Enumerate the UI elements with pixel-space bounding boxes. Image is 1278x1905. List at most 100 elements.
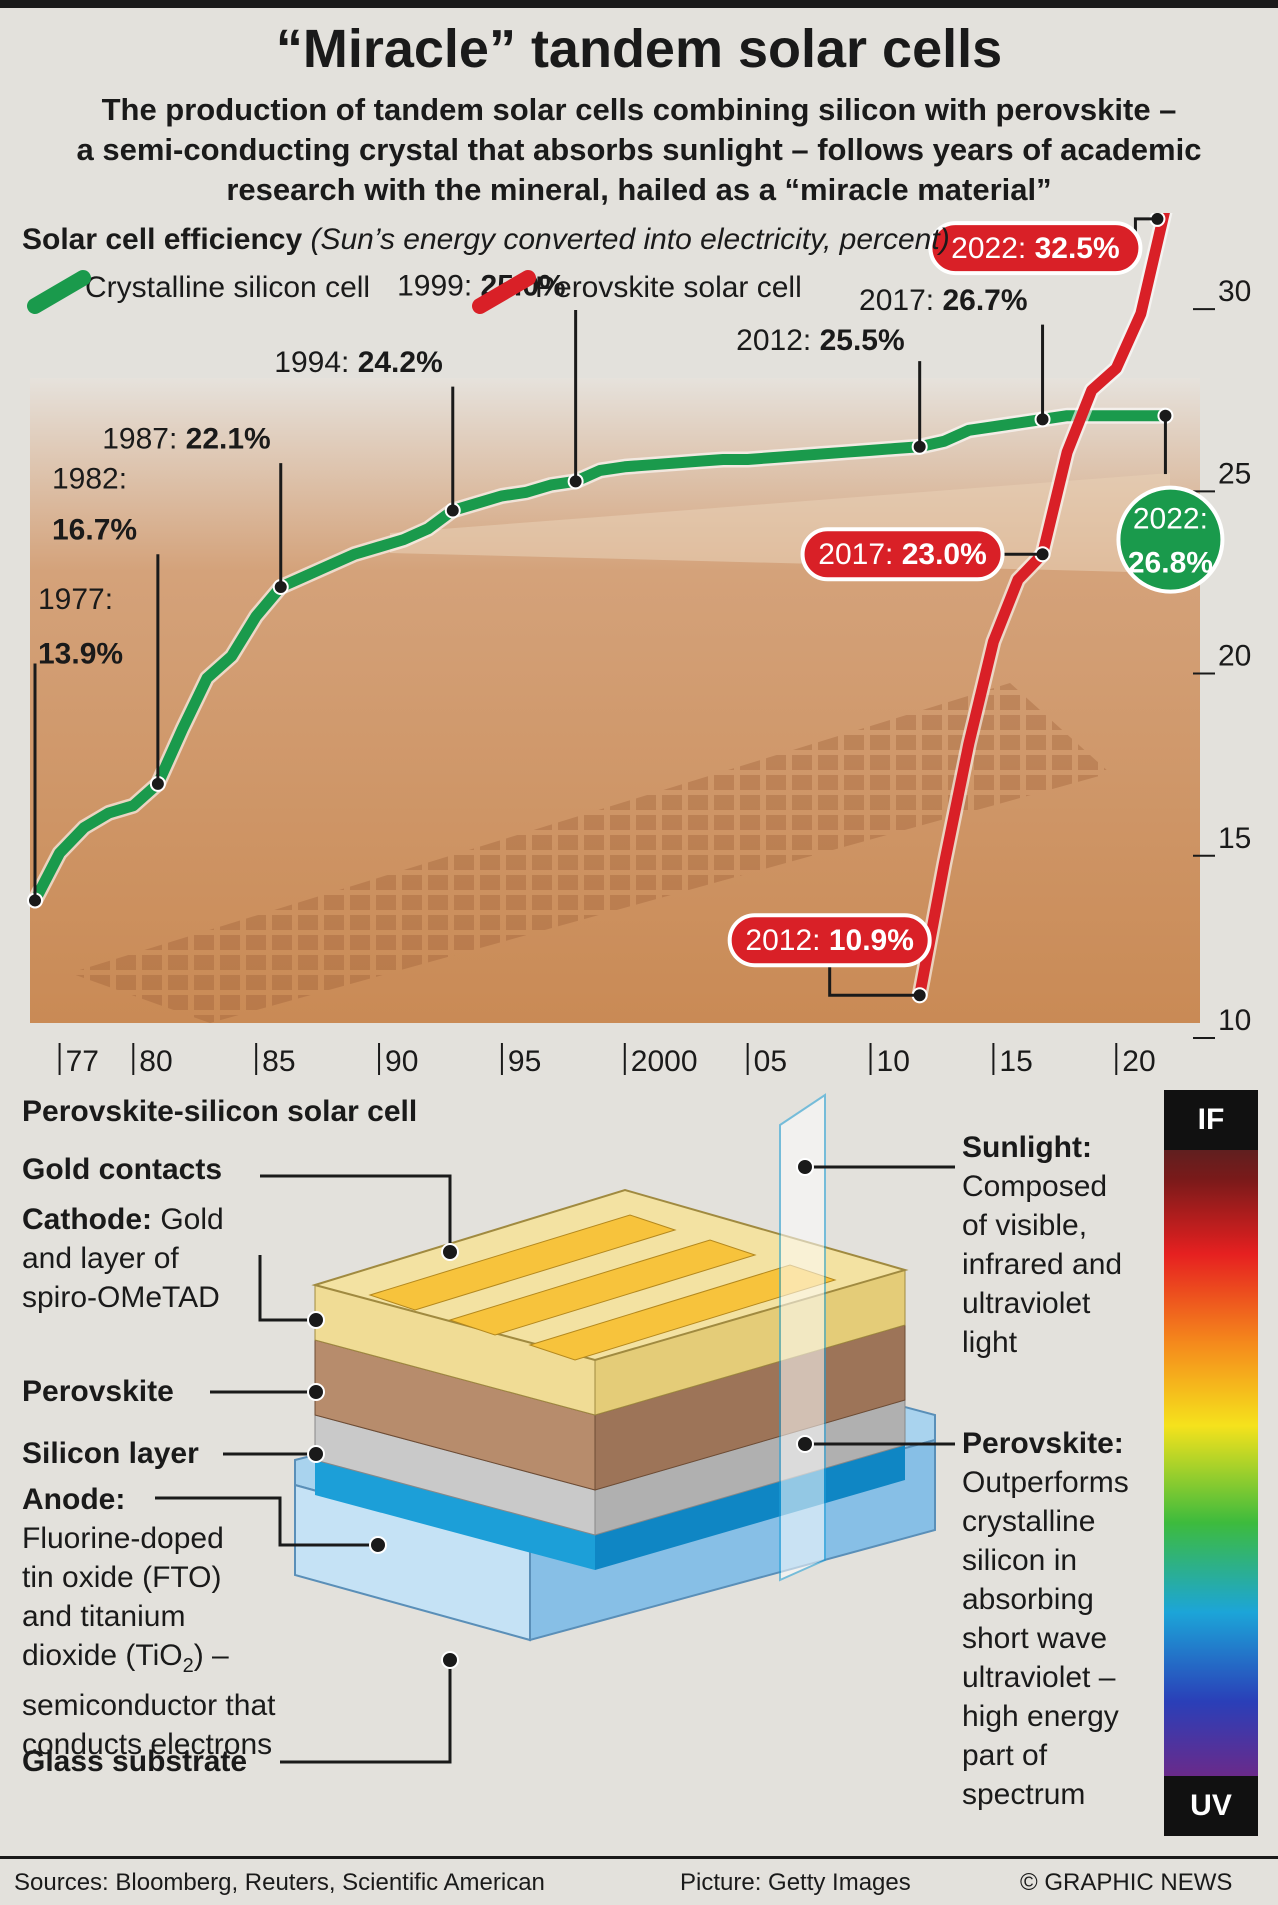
sunlight-line: light [962, 1326, 1018, 1359]
leader-dot [441, 1243, 459, 1261]
anode-line: conducts electrons [22, 1728, 273, 1761]
gold-contact-strip [368, 1214, 677, 1311]
sunlight-line: ultraviolet [962, 1287, 1091, 1320]
efficiency-chart: 77 80 85 90 95 2000 05 10 15 20 10 15 20 25 30 1977: 13… [10, 213, 1268, 1075]
anode-line: ) – [193, 1639, 229, 1672]
chart-title: Solar cell efficiency (Sun’s energy conv… [22, 223, 950, 257]
leader-anode [155, 1496, 378, 1547]
leader-glass [280, 1660, 452, 1764]
leader-gold-contacts [260, 1174, 452, 1252]
x-tick-label: 85 [262, 1045, 295, 1075]
leader-dot [307, 1445, 325, 1463]
x-tick-label: 15 [999, 1045, 1032, 1075]
x-tick-label: 90 [385, 1045, 418, 1075]
x-tick-label: 05 [754, 1045, 787, 1075]
diagram-heading: Perovskite-silicon solar cell [22, 1095, 418, 1128]
label-perovskite: Perovskite [22, 1375, 174, 1408]
annotation-label: 2022: [1133, 503, 1208, 536]
annotation-leader [828, 955, 920, 997]
label-perovskite-note: Perovskite: Outperforms crystalline sili… [962, 1424, 1129, 1814]
annotation-label: 2017: 26.7% [859, 284, 1028, 317]
chart-subtitle: (Sun’s energy converted into electricity… [310, 223, 950, 256]
perovskite-note-title: Perovskite: [962, 1427, 1124, 1460]
subtitle-line: research with the mineral, hailed as a “… [226, 172, 1052, 207]
x-tick-label: 2000 [631, 1045, 698, 1075]
perovskite-note-line: Outperforms [962, 1466, 1129, 1499]
silicon-series-line [29, 410, 1171, 906]
x-tick-label: 80 [139, 1045, 172, 1075]
legend-perovskite: Perovskite solar cell [535, 271, 802, 304]
annotation-pill-2012 [727, 913, 932, 968]
y-tick-label: 25 [1218, 457, 1251, 490]
perovskite-note-line: absorbing [962, 1583, 1094, 1616]
anode-layer-left [315, 1460, 595, 1570]
cathode-line: Gold [160, 1203, 224, 1236]
leader-dot [307, 1311, 325, 1329]
label-glass: Glass substrate [22, 1745, 248, 1778]
subtitle-line: a semi-conducting crystal that absorbs s… [76, 132, 1202, 167]
annotation-value: 13.9% [38, 638, 123, 671]
x-tick-label: 20 [1122, 1045, 1155, 1075]
sunlight-beam [779, 1093, 826, 1582]
anode-line: Fluorine-doped [22, 1522, 224, 1555]
footer: Sources: Bloomberg, Reuters, Scientific … [0, 1856, 1278, 1905]
perovskite-note-line: part of [962, 1739, 1048, 1772]
sunlight-line: infrared and [962, 1248, 1123, 1281]
page-title: “Miracle” tandem solar cells [275, 19, 1003, 79]
leader-cathode [258, 1255, 316, 1322]
footer-sources: Sources: Bloomberg, Reuters, Scientific … [14, 1869, 545, 1896]
sunlight-line: Composed [962, 1170, 1108, 1203]
x-tick-label: 95 [508, 1045, 541, 1075]
chart-title-text: Solar cell efficiency [22, 223, 303, 256]
cell-diagram-section: Perovskite-silicon solar cell [10, 1080, 1268, 1850]
cathode-title: Cathode: [22, 1203, 152, 1236]
anode-layer-right [595, 1445, 905, 1570]
annotation-label: 2017: 23.0% [818, 538, 987, 571]
gold-contact-strip [528, 1264, 837, 1361]
label-anode: Anode: Fluorine-doped tin oxide (FTO) an… [22, 1480, 275, 1764]
leader-dot [307, 1383, 325, 1401]
leader-dot [369, 1536, 387, 1554]
chart-canvas: 77 80 85 90 95 2000 05 10 15 20 10 15 20 25 30 1977: 13… [27, 213, 1251, 1075]
label-sunlight: Sunlight: Composed of visible, infrared … [962, 1128, 1122, 1362]
annotation-pill-2022 [928, 221, 1143, 276]
anode-line: dioxide (TiO [22, 1639, 183, 1672]
anode-subscript: 2 [182, 1655, 194, 1677]
annotation-label: 1977: [38, 583, 113, 616]
legend-perovskite-swatch [472, 270, 536, 314]
x-tick-label: 10 [877, 1045, 910, 1075]
annotation-label: 2022: 32.5% [951, 232, 1120, 265]
leader-dot [441, 1651, 459, 1669]
cell-diagram [155, 1090, 1258, 1836]
leader-dot [796, 1435, 814, 1453]
leader-dot [796, 1158, 814, 1176]
footer-picture: Picture: Getty Images [680, 1869, 911, 1896]
annotation-pill-2017 [800, 527, 1005, 582]
top-rule [0, 0, 1278, 8]
annotation-label: 1994: 24.2% [274, 346, 443, 379]
perovskite-note-line: ultraviolet – [962, 1661, 1116, 1694]
cathode-line: spiro-OMeTAD [22, 1281, 220, 1314]
label-cathode: Cathode: Gold and layer of spiro-OMeTAD [22, 1200, 224, 1317]
annotation-label: 1982: [52, 463, 127, 496]
annotation-value: 26.8% [1128, 546, 1213, 579]
anode-title: Anode: [22, 1483, 126, 1516]
annotation-label: 2012: 10.9% [745, 924, 914, 957]
annotation-value: 16.7% [52, 514, 137, 547]
page-subtitle: The production of tandem solar cells com… [30, 90, 1248, 210]
cathode-line: and layer of [22, 1242, 179, 1275]
subtitle-line: The production of tandem solar cells com… [101, 92, 1177, 127]
spectrum-label-if: IF [1164, 1090, 1258, 1150]
label-silicon: Silicon layer [22, 1437, 199, 1470]
y-tick-label: 15 [1218, 822, 1251, 855]
label-gold-contacts: Gold contacts [22, 1153, 223, 1186]
spectrum-bar [1164, 1090, 1258, 1836]
perovskite-note-line: short wave [962, 1622, 1108, 1655]
y-tick-label: 20 [1218, 640, 1251, 673]
gold-contact-strip [448, 1239, 757, 1336]
anode-line: and titanium [22, 1600, 186, 1633]
annotation-label: 1987: 22.1% [102, 423, 271, 456]
sunlight-title: Sunlight: [962, 1131, 1092, 1164]
footer-copyright: © GRAPHIC NEWS [1020, 1869, 1233, 1896]
perovskite-note-line: crystalline [962, 1505, 1096, 1538]
